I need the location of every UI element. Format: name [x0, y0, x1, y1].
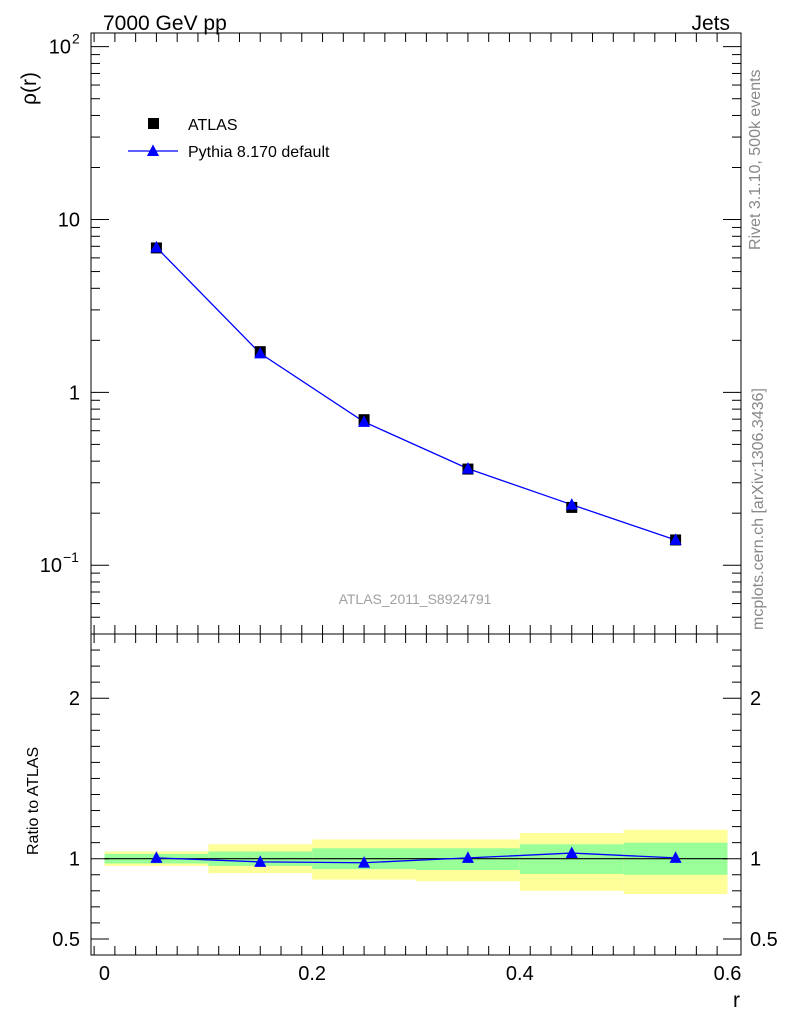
ratio-mc-point	[669, 851, 682, 863]
y-tick-label: 1	[69, 382, 80, 404]
analysis-watermark: ATLAS_2011_S8924791	[339, 591, 492, 607]
mc-point	[461, 462, 474, 474]
ratio-mc-point	[150, 851, 163, 863]
x-axis-label: r	[733, 989, 740, 1012]
x-tick-label: 0.6	[714, 963, 742, 985]
y-tick-label: 1	[69, 849, 80, 871]
ratio-mc-line	[156, 852, 676, 864]
y-tick-label-right: 2	[750, 688, 761, 710]
legend-mc-label: Pythia 8.170 default	[188, 144, 330, 161]
rivet-label: Rivet 3.1.10, 500k events	[747, 69, 764, 250]
ratio-frame	[90, 633, 742, 956]
x-tick-label: 0.4	[506, 963, 534, 985]
mcplots-label: mcplots.cern.ch [arXiv:1306.3436]	[750, 388, 767, 630]
mc-point	[150, 240, 163, 253]
y-tick-label-right: 0.5	[750, 929, 778, 951]
header-left-title: 7000 GeV pp	[103, 12, 227, 35]
legend-mc-marker	[146, 144, 160, 156]
y-tick-label: 10	[49, 37, 71, 59]
x-tick-label: 0	[99, 963, 110, 985]
y-tick-label: 10	[58, 210, 80, 232]
mc-point	[565, 498, 578, 510]
mc-point	[669, 533, 682, 545]
mc-line	[155, 246, 676, 541]
x-tick-label: 0.2	[298, 963, 326, 985]
legend-data-label: ATLAS	[188, 117, 238, 134]
y-tick-label: 0.5	[52, 929, 80, 951]
legend-data-marker	[148, 118, 159, 129]
mc-point	[254, 346, 267, 359]
header-right-title: Jets	[691, 12, 730, 35]
y-axis-label: ρ(r)	[18, 72, 41, 105]
ratio-mc-point	[565, 846, 578, 859]
mc-point	[358, 415, 371, 427]
ratio-mc-point	[461, 851, 474, 863]
y-tick-label: 10	[40, 555, 62, 577]
ratio-mc-point	[358, 856, 371, 868]
ratio-panel: 0.5 0.5 1 1 2 2 0 0.2 0.4 0.6 r Ratio to ATLAS	[25, 633, 778, 1012]
y-tick-label-exponent: 2	[72, 31, 80, 47]
y-tick-label-right: 1	[750, 849, 761, 871]
y-tick-label-exponent: −1	[63, 549, 79, 565]
ratio-y-axis-label: Ratio to ATLAS	[25, 747, 42, 855]
ratio-mc-point	[254, 855, 267, 867]
y-tick-label: 2	[69, 688, 80, 710]
